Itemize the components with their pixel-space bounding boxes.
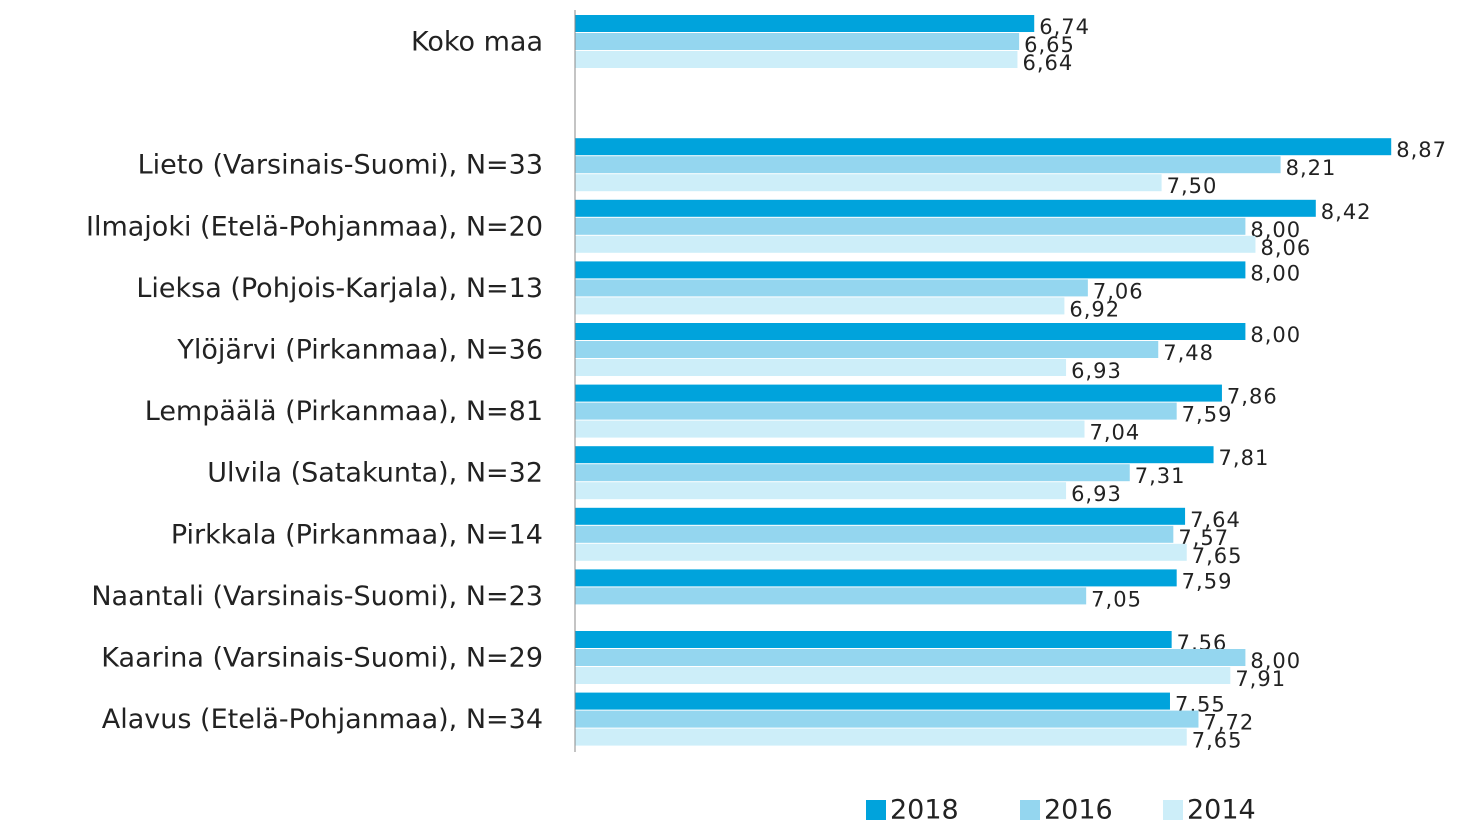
value-label: 6,74 — [1039, 15, 1090, 39]
bar — [575, 728, 1187, 746]
value-label: 6,93 — [1071, 359, 1122, 383]
bar — [575, 341, 1159, 358]
value-label: 7,48 — [1163, 341, 1214, 365]
category-label: Alavus (Etelä-Pohjanmaa), N=34 — [102, 704, 543, 735]
value-label: 7,65 — [1192, 544, 1243, 568]
legend-label: 2016 — [1044, 795, 1113, 826]
bar — [575, 384, 1222, 402]
bar — [575, 420, 1085, 438]
bar — [575, 649, 1246, 666]
value-label: 6,65 — [1024, 33, 1075, 57]
value-label: 7,59 — [1182, 403, 1233, 427]
bar — [575, 543, 1187, 561]
value-label: 7,05 — [1091, 587, 1142, 611]
value-label: 7,59 — [1182, 569, 1233, 593]
value-label: 7,65 — [1192, 729, 1243, 753]
value-label: 7,31 — [1135, 464, 1186, 488]
value-label: 8,06 — [1260, 236, 1311, 260]
bar — [575, 692, 1170, 710]
value-label: 7,86 — [1227, 385, 1278, 409]
bar — [575, 587, 1087, 605]
bar — [575, 261, 1246, 279]
category-label: Naantali (Varsinais-Suomi), N=23 — [91, 581, 543, 612]
bar — [575, 507, 1186, 525]
category-label: Ulvila (Satakunta), N=32 — [207, 458, 543, 489]
category-label: Lieksa (Pohjois-Karjala), N=13 — [136, 273, 543, 304]
value-label: 8,00 — [1250, 218, 1301, 242]
value-label: 6,92 — [1069, 297, 1120, 321]
value-label: 8,21 — [1286, 156, 1337, 180]
bar — [575, 279, 1088, 297]
bar — [575, 710, 1199, 728]
value-label: 7,72 — [1203, 711, 1254, 735]
bar — [575, 156, 1281, 174]
value-label: 7,81 — [1219, 446, 1270, 470]
category-label: Lieto (Varsinais-Suomi), N=33 — [138, 150, 543, 181]
bar — [575, 174, 1162, 192]
bar — [575, 569, 1177, 587]
bar — [575, 464, 1130, 482]
category-label: Kaarina (Varsinais-Suomi), N=29 — [101, 643, 543, 674]
bar — [575, 297, 1065, 315]
bar — [575, 51, 1018, 68]
value-label: 8,00 — [1250, 323, 1301, 347]
bar — [575, 217, 1246, 235]
value-label: 8,87 — [1396, 138, 1447, 162]
bar — [575, 235, 1256, 253]
legend-label: 2014 — [1187, 795, 1256, 826]
legend-label: 2018 — [890, 795, 959, 826]
bar — [575, 525, 1174, 543]
category-label: Ylöjärvi (Pirkanmaa), N=36 — [176, 335, 543, 366]
category-label: Lempäälä (Pirkanmaa), N=81 — [145, 396, 543, 427]
value-label: 7,06 — [1093, 279, 1144, 303]
legend-swatch — [1020, 800, 1040, 820]
bar — [575, 631, 1172, 648]
value-label: 7,91 — [1235, 667, 1286, 691]
value-label: 6,93 — [1071, 482, 1122, 506]
bar — [575, 667, 1231, 684]
value-label: 8,42 — [1321, 200, 1372, 224]
value-label: 7,50 — [1167, 174, 1218, 198]
bar — [575, 482, 1067, 500]
legend-swatch — [1163, 800, 1183, 820]
bar — [575, 199, 1316, 217]
bar — [575, 15, 1035, 32]
value-label: 8,00 — [1250, 261, 1301, 285]
value-label: 7,64 — [1190, 508, 1241, 532]
bar — [575, 402, 1177, 420]
category-label: Pirkkala (Pirkanmaa), N=14 — [171, 519, 543, 550]
legend-swatch — [866, 800, 886, 820]
bar — [575, 138, 1392, 156]
bar — [575, 323, 1246, 340]
value-label: 6,64 — [1022, 51, 1073, 75]
category-label: Koko maa — [411, 27, 543, 58]
bar — [575, 446, 1214, 464]
bar — [575, 359, 1067, 376]
value-label: 8,00 — [1250, 649, 1301, 673]
category-label: Ilmajoki (Etelä-Pohjanmaa), N=20 — [86, 211, 543, 242]
bar — [575, 33, 1020, 50]
value-label: 7,04 — [1090, 421, 1141, 445]
